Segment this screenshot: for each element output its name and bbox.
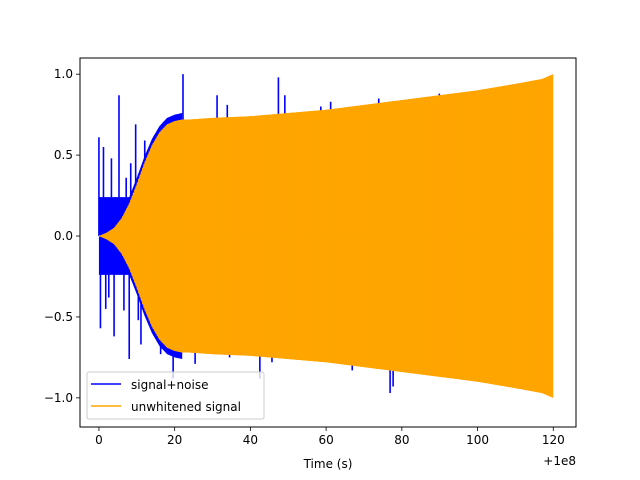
x-axis-label: Time (s) [303,457,353,471]
legend-label-signal-noise: signal+noise [131,378,208,392]
x-tick-label: 40 [243,433,258,447]
y-tick-label: −0.5 [44,310,73,324]
y-tick-label: 0.0 [54,229,73,243]
plot-area-frame [79,57,577,428]
x-tick-label: 20 [167,433,182,447]
legend-label-unwhitened-signal: unwhitened signal [131,400,241,414]
x-axis-ticks: 0 20 40 60 80 100 120 [95,427,565,447]
x-tick-label: 0 [95,433,103,447]
x-tick-label: 60 [318,433,333,447]
series-layer [98,74,554,398]
y-tick-label: −1.0 [44,391,73,405]
y-tick-label: 0.5 [54,148,73,162]
y-axis-ticks: −1.0 −0.5 0.0 0.5 1.0 [44,67,80,405]
x-axis-offset-label: +1e8 [543,454,576,468]
x-tick-label: 100 [466,433,489,447]
x-tick-label: 80 [394,433,409,447]
legend: signal+noise unwhitened signal [86,371,265,420]
y-tick-label: 1.0 [54,67,73,81]
x-tick-label: 120 [542,433,565,447]
legend-box [86,371,265,420]
